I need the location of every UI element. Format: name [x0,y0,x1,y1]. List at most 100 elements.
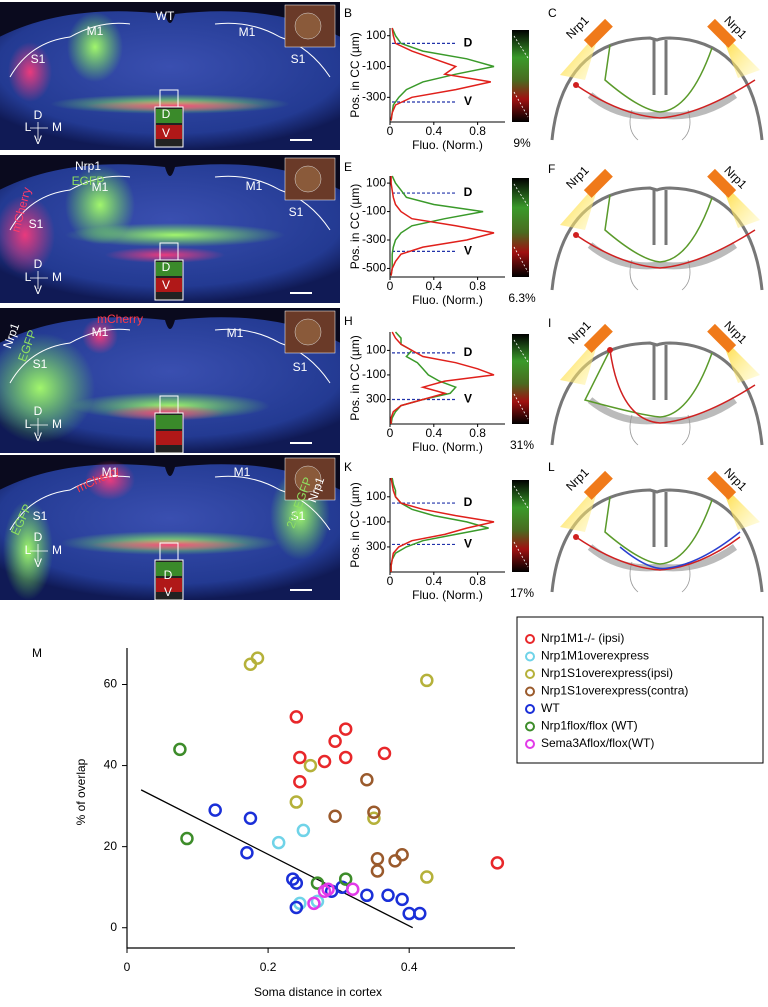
data-point [303,758,318,773]
panel-letter: F [548,162,555,176]
data-point [289,795,304,809]
roi-red [156,578,182,592]
fluorescence [0,195,55,275]
data-point [293,775,307,789]
soma [573,534,579,540]
nrp1-bar [583,323,613,353]
nrp1-bar [707,323,737,353]
schematic: Nrp1 Nrp1 [550,465,764,593]
x-tick-label: 0 [387,279,394,293]
legend-marker [525,739,535,749]
image-label: WT [156,9,175,23]
fluorescence [0,333,95,443]
image-label: M1 [92,325,109,339]
image-label: L [25,270,32,284]
fluorescence [105,247,225,263]
compass [30,418,48,436]
data-point [345,882,360,896]
x-tick-label: 0.4 [425,279,442,293]
image-label: D [34,404,43,418]
image-label: M1 [234,465,251,479]
fluorescence [82,318,118,354]
image-label: S1 [33,509,48,523]
legend-label: Nrp1S1overexpress(contra) [541,684,688,698]
roi-green [156,562,182,576]
compass [30,122,48,140]
schematic: Nrp1 Nrp1 [550,163,764,291]
data-point [289,900,304,915]
marker-label: V [464,244,472,258]
y-tick-label: -100 [362,367,386,381]
data-point [367,805,381,819]
data-point [321,882,335,896]
data-point [420,870,434,884]
data-point [413,906,427,921]
panel-letter: C [548,6,557,20]
legend-label: Nrp1S1overexpress(ipsi) [541,666,673,680]
y-tick-label: 60 [104,677,118,691]
data-point [289,876,304,890]
panel-letter: I [548,316,551,330]
image-label: D [162,107,171,121]
schematic: Nrp1 Nrp1 [550,318,764,446]
profile-line [390,477,489,572]
marker-label: D [464,345,473,359]
soma [607,347,613,353]
inset-brain [294,165,322,193]
legend-label: Nrp1flox/flox (WT) [541,719,638,733]
data-point [338,750,353,765]
profile-strip [512,480,529,572]
axis [389,332,505,425]
marker-label: D [464,185,473,199]
fluorescence [90,539,250,551]
profile-line [390,27,495,121]
axon-red [609,349,756,424]
image-label: EGFP [72,174,105,188]
y-axis-label: Pos. in CC (µm) [348,32,362,118]
x-tick-label: 0.8 [469,426,486,440]
data-point [395,848,409,862]
image-label: V [164,585,172,599]
corpus-callosum [587,92,738,120]
nrp1-bar [583,18,613,48]
image-label: M1 [102,465,119,479]
roi-green [156,262,182,276]
x-axis-label: Fluo. (Norm.) [412,293,483,307]
compass [30,544,48,562]
data-point [377,746,392,761]
image-label: M [52,270,62,284]
image-label: V [34,283,42,297]
fluorescence [65,223,285,247]
y-tick-label: -300 [362,90,386,104]
axis [389,478,505,573]
image-label: M1 [246,179,263,193]
y-tick-label: 0 [110,920,117,934]
y-tick-label: 300 [366,539,386,553]
y-tick-label: -300 [362,232,386,246]
image-label: S1 [293,360,308,374]
strip-outline [513,485,529,568]
y-tick-label: 100 [366,343,386,357]
data-point [208,803,222,817]
data-point [250,651,265,665]
y-tick-label: 300 [366,392,386,406]
nrp1-bar [707,18,737,48]
x-tick-label: 0.4 [425,124,442,138]
profile-line [390,176,495,276]
overlap-percent: 17% [510,586,534,600]
fluorescence [85,100,265,112]
legend-marker [525,651,535,662]
schematic: Nrp1 Nrp1 [550,13,764,141]
overlap-percent: 31% [510,438,534,452]
y-tick-label: 40 [104,758,118,772]
panel-letter: L [548,460,555,474]
corpus-callosum [587,544,738,572]
marker-label: V [464,392,472,406]
marker-label: V [464,94,472,108]
image-label: D [34,257,43,271]
data-point [328,809,342,823]
nrp1-bar [707,470,737,500]
image-label: S1 [289,205,304,219]
